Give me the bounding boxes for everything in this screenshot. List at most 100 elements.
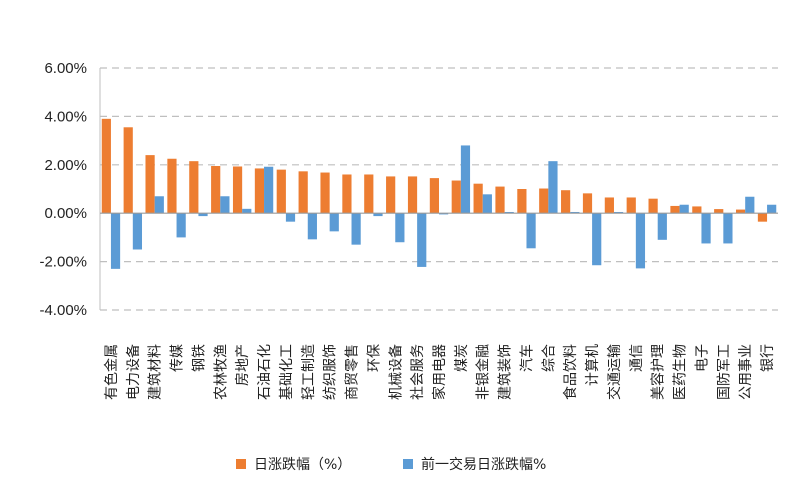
bar-daily-12: [364, 174, 374, 214]
bar-daily-17: [473, 183, 483, 214]
bar-daily-13: [386, 176, 396, 214]
legend-label-daily: 日涨跌幅（%）: [254, 457, 351, 473]
x-category-label: 计算机: [585, 344, 601, 386]
bar-daily-10: [320, 172, 330, 214]
x-category-label: 食品饮料: [562, 344, 579, 400]
x-category-label: 公用事业: [738, 344, 754, 400]
bar-daily-9: [298, 171, 308, 214]
x-category-label: 汽车: [518, 344, 535, 372]
y-tick-label: 2.00%: [44, 157, 87, 174]
bar-previous-26: [679, 204, 689, 214]
y-tick-label: -4.00%: [39, 302, 87, 319]
y-tick-label: 4.00%: [44, 108, 87, 125]
y-tick-label: -2.00%: [39, 254, 87, 271]
x-category-label: 美容护理: [650, 344, 667, 400]
x-category-label: 医药生物: [673, 344, 689, 400]
bar-daily-19: [517, 189, 527, 214]
bar-daily-0: [101, 118, 111, 214]
bar-previous-30: [767, 204, 777, 214]
bar-previous-14: [417, 213, 427, 267]
bar-previous-29: [745, 196, 755, 214]
x-category-label: 非银金融: [476, 344, 492, 400]
bar-previous-25: [657, 213, 667, 240]
x-category-label: 国防军工: [716, 344, 732, 400]
bar-daily-2: [145, 155, 155, 214]
legend: 日涨跌幅（%） 前一交易日涨跌幅%: [236, 456, 546, 473]
x-category-label: 煤炭: [454, 344, 470, 372]
bar-daily-29: [735, 209, 746, 214]
bar-daily-23: [604, 197, 614, 214]
bar-daily-3: [167, 158, 177, 214]
x-category-label: 钢铁: [191, 344, 207, 372]
x-category-label: 房地产: [235, 344, 251, 386]
bar-daily-22: [582, 193, 593, 214]
bar-daily-25: [648, 198, 658, 214]
bar-daily-14: [407, 176, 418, 214]
x-category-label: 建筑装饰: [498, 344, 514, 400]
bar-previous-12: [373, 213, 383, 217]
bar-daily-27: [692, 206, 702, 214]
x-category-label: 家用电器: [431, 344, 448, 400]
x-category-label: 综合: [541, 344, 557, 372]
bar-daily-7: [254, 168, 265, 214]
x-category-label: 传媒: [170, 344, 186, 372]
x-category-label: 农林牧渔: [213, 344, 229, 400]
x-category-label: 电力设备: [125, 344, 142, 400]
legend-label-previous: 前一交易日涨跌幅%: [421, 456, 546, 473]
bar-previous-2: [154, 196, 164, 214]
bar-previous-7: [264, 166, 274, 214]
bar-daily-11: [342, 174, 352, 214]
bar-previous-4: [198, 213, 208, 217]
bar-previous-28: [723, 213, 733, 244]
bar-daily-21: [561, 190, 571, 214]
x-category-label: 石油石化: [257, 344, 273, 400]
bar-previous-17: [482, 194, 492, 214]
bar-previous-13: [395, 213, 405, 243]
bar-previous-20: [548, 161, 558, 214]
bar-daily-30: [757, 213, 768, 222]
bar-previous-16: [460, 145, 471, 214]
bar-daily-15: [429, 178, 439, 214]
x-category-label: 社会服务: [410, 344, 426, 400]
bar-previous-1: [132, 213, 143, 250]
bars: [101, 118, 777, 269]
bar-daily-6: [232, 166, 243, 214]
bar-previous-8: [285, 213, 296, 222]
x-category-label: 轻工制造: [301, 344, 317, 400]
bar-daily-24: [626, 197, 636, 214]
bar-previous-15: [439, 213, 449, 215]
bar-daily-5: [211, 166, 221, 214]
x-category-label: 环保: [366, 344, 382, 372]
bar-daily-4: [189, 161, 199, 214]
bar-previous-21: [570, 211, 580, 214]
x-category-label: 交通运输: [606, 344, 623, 400]
y-tick-label: 0.00%: [44, 205, 87, 222]
x-axis-labels: 有色金属 电力设备 建筑材料 传媒 钢铁 农林牧渔 房地产 石油石化 基础化工 轻工制造 纺织服饰商…: [103, 344, 776, 400]
bar-daily-28: [714, 209, 724, 214]
y-tick-label: 6.00%: [44, 60, 87, 77]
legend-swatch-previous: [403, 459, 413, 469]
x-category-label: 机械设备: [387, 344, 404, 400]
x-category-label: 电子: [694, 344, 710, 372]
bar-previous-19: [526, 213, 536, 249]
x-category-label: 通信: [629, 344, 645, 372]
bar-previous-11: [351, 213, 361, 245]
y-axis: 6.00% 4.00% 2.00% 0.00% -2.00% -4.00%: [39, 60, 101, 319]
bar-previous-27: [701, 213, 711, 244]
bar-previous-0: [110, 213, 121, 269]
x-category-label: 建筑材料: [148, 344, 164, 400]
bar-previous-10: [329, 213, 339, 232]
bar-previous-6: [242, 208, 252, 214]
x-category-label: 银行: [760, 344, 776, 372]
gridlines: [100, 67, 778, 311]
bar-previous-9: [307, 213, 317, 240]
bar-daily-20: [539, 188, 549, 214]
bar-daily-16: [451, 180, 461, 214]
bar-previous-5: [220, 196, 230, 214]
bar-previous-18: [504, 211, 514, 214]
x-category-label: 基础化工: [278, 344, 295, 400]
bar-daily-26: [670, 205, 680, 214]
bar-previous-24: [635, 213, 646, 269]
x-category-label: 有色金属: [103, 344, 120, 400]
